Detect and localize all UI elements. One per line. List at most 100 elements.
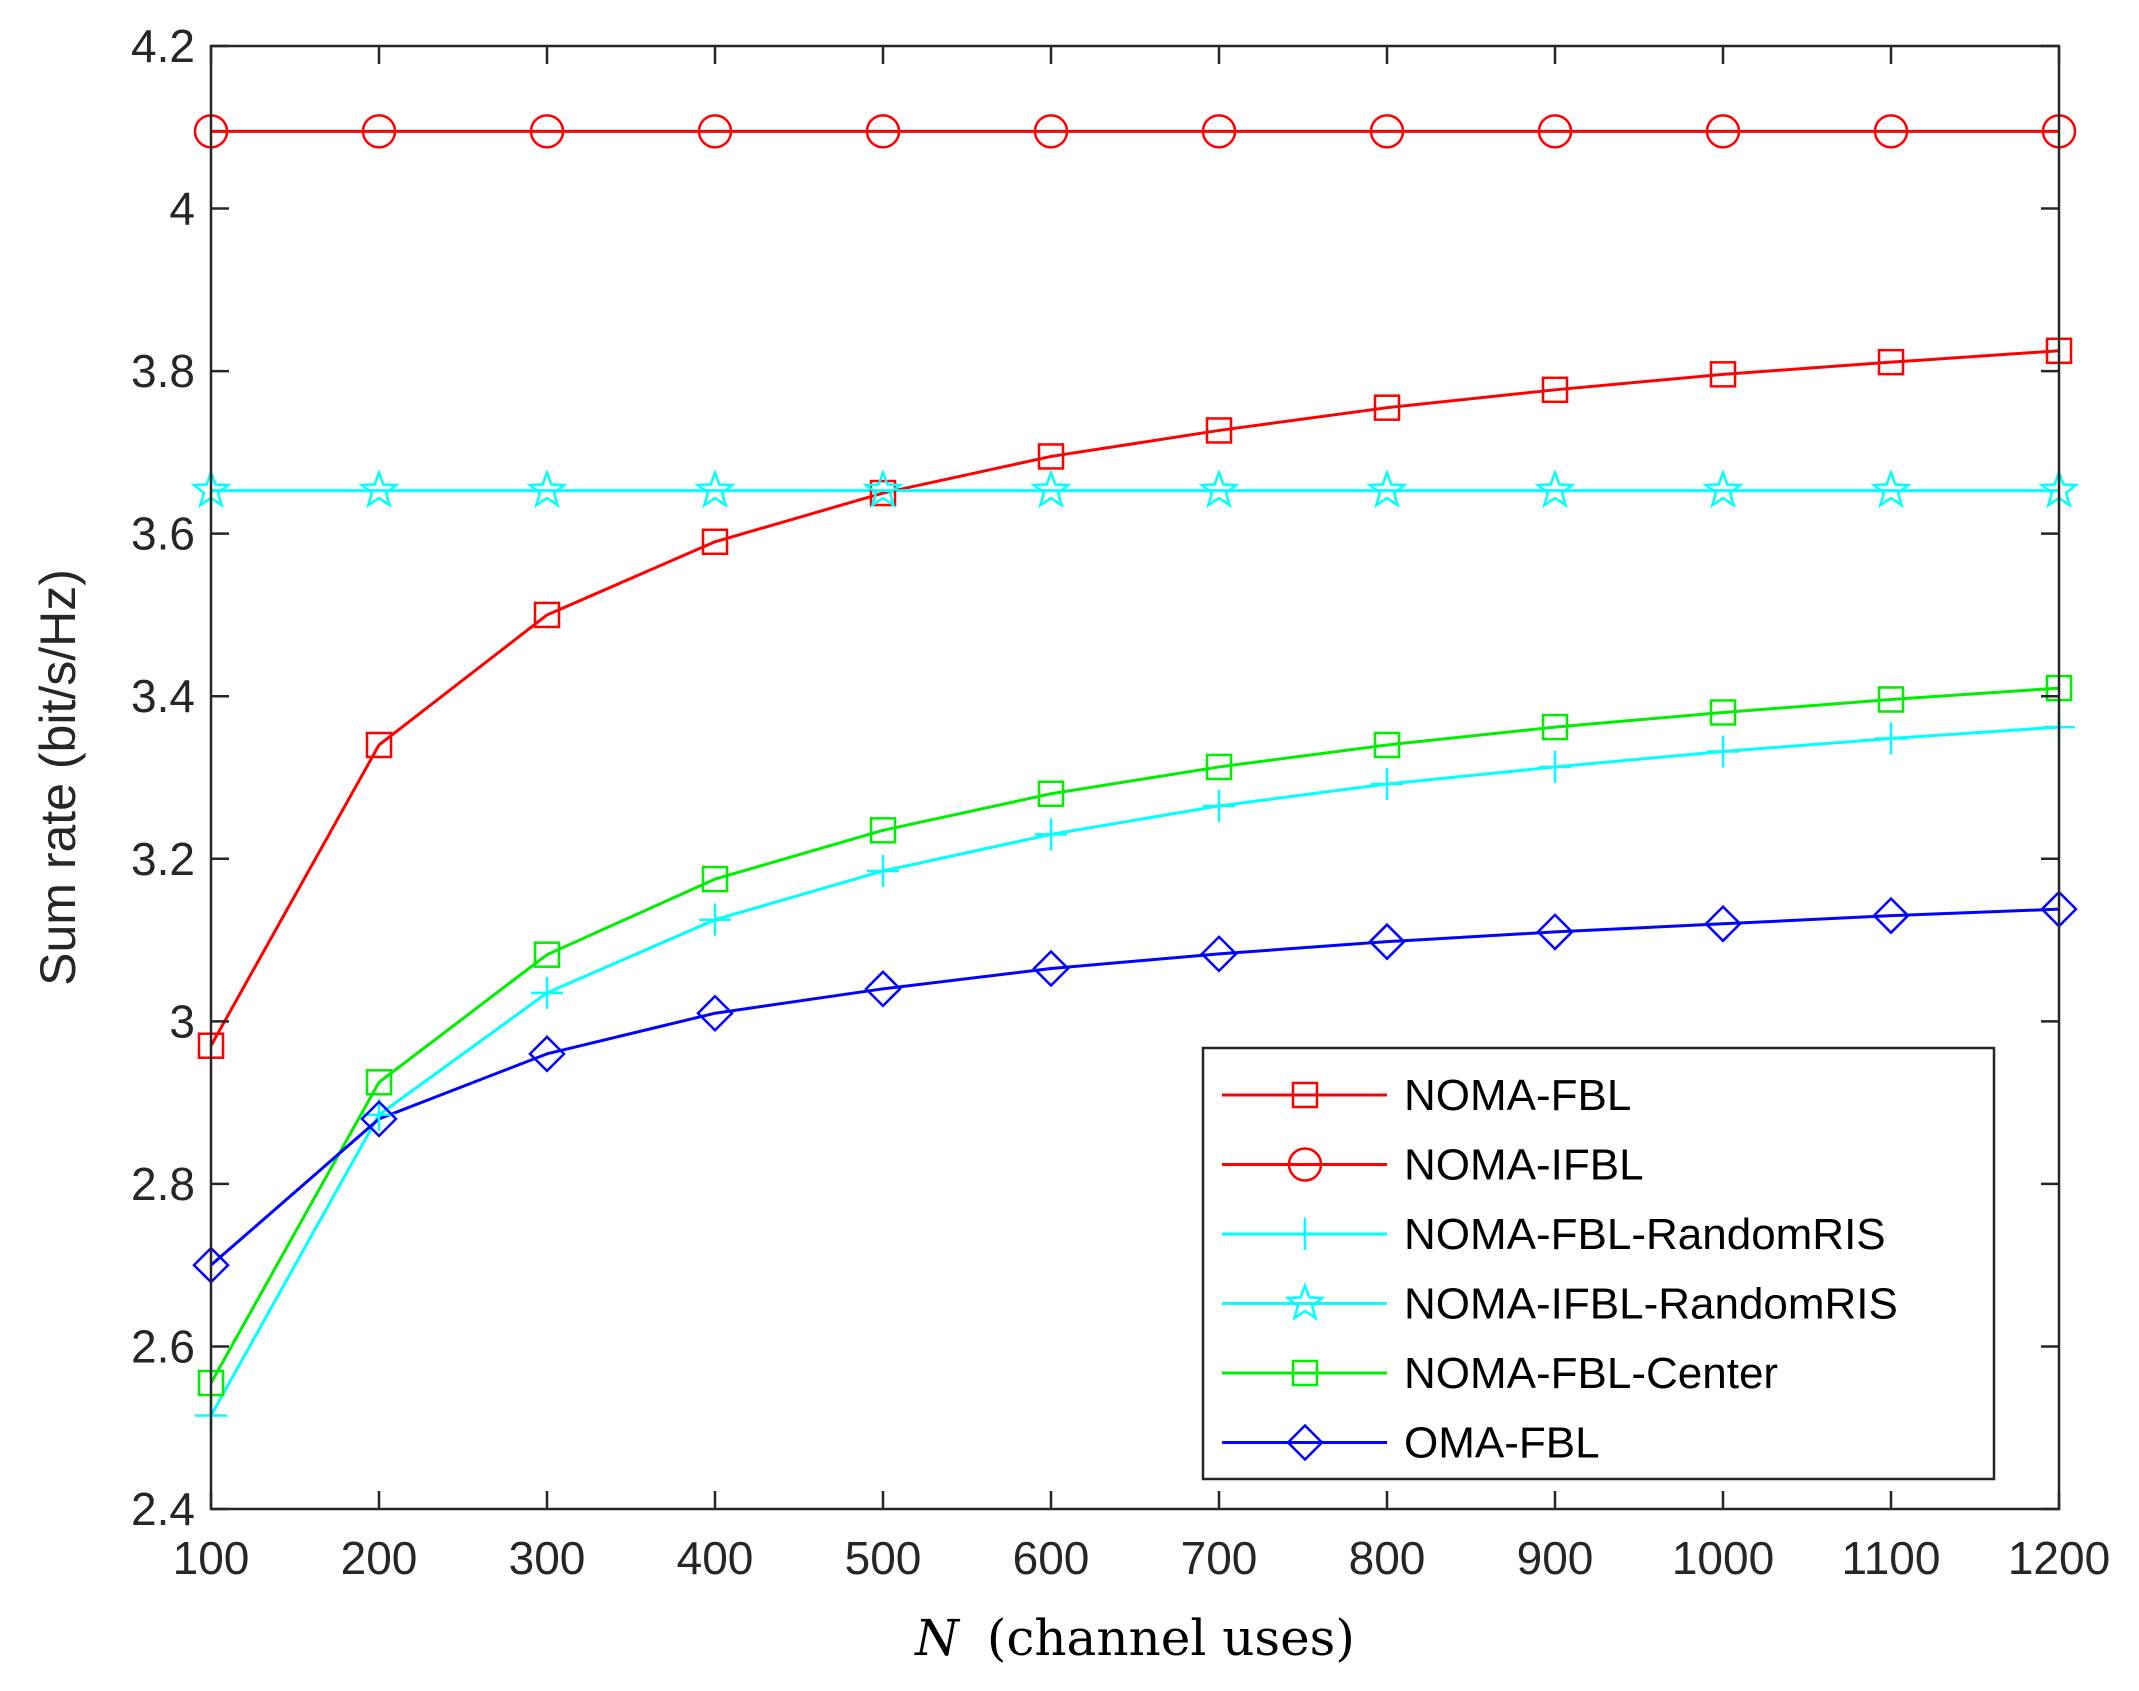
data-point-noma-fbl-randomris [1875, 722, 1907, 755]
data-point-noma-fbl [1373, 394, 1401, 421]
data-point-oma-fbl [696, 994, 734, 1032]
x-tick-label: 300 [509, 1532, 586, 1584]
legend-item-noma-ifbl: NOMA-IFBL [1222, 1141, 1644, 1190]
data-point-noma-fbl [869, 479, 897, 507]
data-point-noma-ifbl-randomris [1198, 468, 1240, 509]
legend-marker [1287, 1147, 1323, 1182]
y-axis-label: Sum rate (bit/s/Hz) [30, 569, 86, 986]
legend-item-noma-ifbl-randomris: NOMA-IFBL-RandomRIS [1222, 1280, 1898, 1329]
legend-label: NOMA-FBL-Center [1404, 1349, 1778, 1398]
legend-marker [1284, 1281, 1326, 1321]
x-tick-label: 500 [845, 1532, 922, 1584]
data-point-noma-fbl-randomris [867, 854, 899, 887]
data-point-noma-fbl-randomris [531, 976, 563, 1009]
series-markers-noma-fbl-center [197, 674, 2073, 1397]
x-tick-labels: 100 200 300 400 500 600 700 800 900 1000 1100 1200 [173, 1532, 2111, 1584]
data-point-oma-fbl [1200, 935, 1238, 973]
data-point-noma-ifbl [1369, 114, 1405, 149]
data-point-noma-fbl [533, 601, 561, 629]
y-tick-label: 3.2 [131, 833, 195, 885]
data-point-noma-fbl-randomris [1035, 818, 1067, 851]
data-point-oma-fbl [1704, 905, 1742, 943]
data-point-oma-fbl [1536, 913, 1574, 951]
data-point-noma-ifbl-randomris [526, 468, 568, 509]
legend-marker [1291, 1359, 1319, 1387]
data-point-noma-fbl-center [701, 865, 729, 893]
legend-item-noma-fbl-randomris: NOMA-FBL-RandomRIS [1222, 1210, 1886, 1259]
x-tick-label: 800 [1349, 1532, 1426, 1584]
data-point-noma-ifbl-randomris [1870, 468, 1912, 509]
data-point-oma-fbl [1368, 922, 1406, 961]
data-point-noma-fbl [365, 731, 393, 759]
data-point-noma-fbl-center [1541, 713, 1569, 741]
data-point-noma-fbl-center [1709, 699, 1737, 726]
x-tick-label: 1100 [1842, 1532, 1941, 1584]
data-point-noma-fbl [1541, 376, 1569, 404]
legend-label: NOMA-IFBL-RandomRIS [1404, 1280, 1898, 1329]
data-point-noma-ifbl-randomris [862, 468, 904, 509]
data-point-noma-ifbl-randomris [358, 468, 400, 509]
data-point-noma-ifbl-randomris [1030, 468, 1072, 509]
data-point-noma-fbl-center [533, 941, 561, 968]
legend-marker [1289, 1218, 1321, 1250]
series-line-noma-fbl [209, 349, 2060, 1047]
legend-box [1201, 1046, 1996, 1481]
y-tick-label: 2.8 [131, 1158, 195, 1210]
data-point-noma-fbl-center [1205, 753, 1233, 781]
data-point-noma-ifbl [697, 114, 733, 149]
series-line-noma-fbl-randomris [209, 725, 2060, 1417]
data-point-oma-fbl [528, 1035, 566, 1073]
data-point-oma-fbl [360, 1100, 398, 1138]
x-tick-label: 200 [341, 1532, 418, 1584]
y-tick-label: 2.4 [131, 1483, 195, 1535]
x-axis-description: (channel uses) [987, 1609, 1355, 1667]
x-axis-variable: N [914, 1609, 961, 1667]
x-tick-label: 600 [1013, 1532, 1090, 1584]
x-tick-label: 1200 [2008, 1532, 2110, 1584]
data-point-noma-fbl [1205, 417, 1233, 444]
data-point-oma-fbl [1032, 949, 1070, 988]
legend-marker [1286, 1423, 1324, 1462]
y-tick-label: 3.4 [131, 670, 195, 722]
data-point-noma-ifbl [529, 114, 565, 149]
y-tick-label: 3 [169, 995, 195, 1047]
data-point-noma-fbl-randomris [1707, 735, 1739, 768]
data-point-noma-fbl-randomris [1371, 768, 1403, 801]
data-point-noma-ifbl-randomris [1534, 468, 1576, 509]
data-point-noma-fbl-center [869, 817, 897, 844]
data-point-noma-ifbl-randomris [1702, 468, 1744, 509]
data-point-noma-ifbl [1201, 114, 1237, 149]
y-tick-label: 2.6 [131, 1320, 195, 1372]
legend-marker [1291, 1081, 1319, 1109]
data-point-noma-fbl-center [1037, 780, 1065, 808]
x-tick-label: 100 [173, 1532, 250, 1584]
data-point-noma-fbl-randomris [1539, 750, 1571, 783]
data-point-noma-fbl [1709, 361, 1737, 388]
x-axis-label: N (channel uses) [914, 1609, 1355, 1667]
series-line-oma-fbl [210, 907, 2060, 1267]
plot-markers [190, 114, 2080, 1432]
data-point-noma-ifbl [361, 114, 397, 149]
y-tick-labels: 2.4 2.6 2.8 3 3.2 3.4 3.6 3.8 4 4.2 [131, 20, 195, 1535]
data-point-noma-ifbl-randomris [694, 468, 736, 509]
series-line-noma-fbl-center [209, 686, 2060, 1384]
axes-box [209, 44, 2061, 1511]
legend-item-noma-fbl-center: NOMA-FBL-Center [1222, 1349, 1778, 1398]
legend-label: NOMA-FBL [1404, 1071, 1631, 1120]
data-point-noma-fbl-randomris [699, 903, 731, 936]
legend: NOMA-FBL NOMA-IFBL NOMA-FBL-RandomRIS NOMA-… [1201, 1046, 1996, 1481]
legend-label: NOMA-IFBL [1404, 1141, 1644, 1190]
legend-entries: NOMA-FBL NOMA-IFBL NOMA-FBL-RandomRIS NOMA-… [1222, 1071, 1898, 1468]
data-point-noma-ifbl-randomris [1366, 468, 1408, 509]
x-tick-label: 900 [1517, 1532, 1594, 1584]
axis-ticks [209, 44, 2061, 1511]
data-point-noma-fbl [701, 528, 729, 556]
plot-lines [209, 129, 2060, 1417]
data-point-noma-fbl-center [365, 1069, 393, 1096]
x-tick-label: 1000 [1672, 1532, 1774, 1584]
y-tick-label: 4.2 [131, 20, 195, 72]
data-point-noma-ifbl [865, 114, 901, 149]
legend-label: NOMA-FBL-RandomRIS [1404, 1210, 1886, 1259]
legend-item-noma-fbl: NOMA-FBL [1222, 1071, 1631, 1120]
